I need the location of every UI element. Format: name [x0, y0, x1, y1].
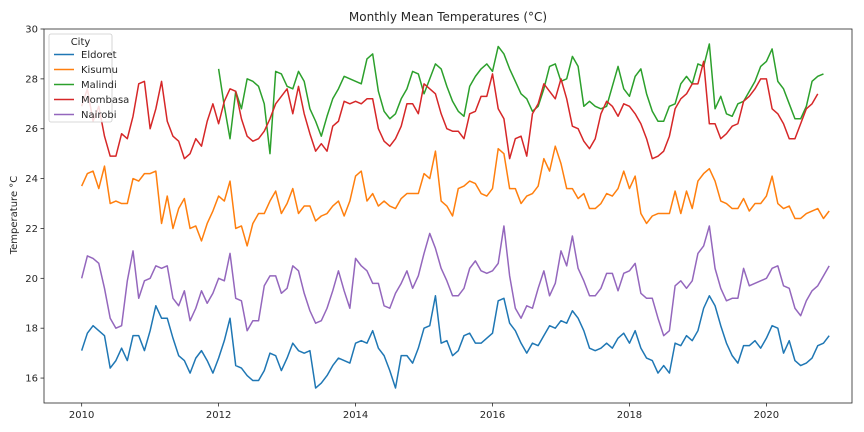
- series-line-malindi: [217, 43, 824, 155]
- series-line-nairobi: [80, 225, 830, 337]
- y-tick-label: 30: [25, 25, 38, 36]
- series-line-eldoret: [80, 295, 830, 389]
- y-axis-label: Temperature °C: [9, 176, 20, 256]
- x-tick-label: 2012: [206, 410, 231, 421]
- legend-label-nairobi: Nairobi: [81, 110, 117, 121]
- series-line-mombasa: [80, 60, 819, 160]
- y-tick-label: 26: [25, 124, 38, 135]
- y-tick-label: 28: [25, 74, 38, 85]
- legend-label-eldoret: Eldoret: [81, 50, 117, 61]
- legend: City Eldoret Kisumu Malindi Mombasa Nairobi: [48, 33, 129, 123]
- legend-label-mombasa: Mombasa: [81, 95, 129, 106]
- x-tick-label: 2014: [343, 410, 368, 421]
- plot-lines: [80, 43, 830, 389]
- x-tick-label: 2020: [754, 410, 779, 421]
- x-tick-label: 2010: [69, 410, 94, 421]
- legend-title: City: [71, 37, 91, 48]
- legend-items: Eldoret Kisumu Malindi Mombasa Nairobi: [54, 50, 129, 121]
- y-axis: 16 18 20 22 24 26 28 30: [25, 25, 44, 385]
- plot-frame: [43, 28, 853, 404]
- x-tick-label: 2018: [617, 410, 642, 421]
- legend-label-malindi: Malindi: [81, 80, 117, 91]
- chart-title: Monthly Mean Temperatures (°C): [349, 10, 547, 24]
- y-tick-label: 22: [25, 224, 38, 235]
- y-tick-label: 20: [25, 274, 38, 285]
- x-tick-label: 2016: [480, 410, 505, 421]
- legend-label-kisumu: Kisumu: [81, 65, 118, 76]
- y-tick-label: 16: [25, 374, 38, 385]
- y-tick-label: 18: [25, 324, 38, 335]
- series-line-kisumu: [80, 145, 830, 247]
- y-tick-label: 24: [25, 174, 38, 185]
- x-axis: 2010 2012 2014 2016 2018 2020: [69, 403, 779, 421]
